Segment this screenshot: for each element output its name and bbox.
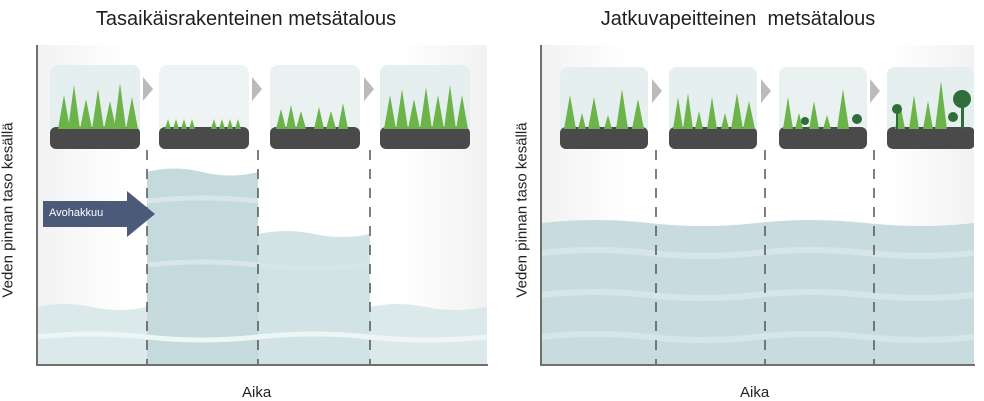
plot-area: Avohakkuu (37, 45, 487, 364)
chevron-right-icon (652, 79, 662, 103)
y-axis (36, 45, 38, 365)
chevron-right-icon (761, 79, 771, 103)
chevron-right-icon (364, 77, 374, 101)
forest-stand-icon (50, 65, 140, 149)
y-axis (540, 45, 542, 365)
regrowth-icon (270, 65, 360, 149)
regrowth-icon (779, 67, 867, 149)
forest-stand-icon (560, 67, 648, 149)
deciduous-tree-icon (887, 67, 974, 149)
clearcut-icon (159, 65, 249, 149)
forest-stand-icon (380, 65, 470, 149)
x-axis (36, 364, 488, 366)
panel-title: Jatkuvapeitteinen metsätalous (600, 8, 876, 30)
x-axis (540, 364, 975, 366)
water-level-graphic (37, 150, 487, 364)
panel-even-aged: Tasaikäisrakenteinen metsätalous Veden p… (0, 8, 488, 401)
chevron-right-icon (252, 77, 262, 101)
clearcut-arrow (43, 191, 155, 237)
chevron-right-icon (870, 79, 880, 103)
plot-area (541, 45, 974, 364)
panel-continuous-cover: Jatkuvapeitteinen metsätalous Veden pinn… (492, 0, 984, 401)
panel-title: Tasaikäisrakenteinen metsätalous (95, 8, 397, 30)
arrow-label: Avohakkuu (49, 207, 104, 219)
chevron-right-icon (143, 77, 153, 101)
water-level-graphic (541, 150, 974, 364)
x-axis-label: Aika (242, 384, 272, 401)
x-axis-label: Aika (740, 384, 770, 401)
forest-stand-icon (669, 67, 757, 149)
